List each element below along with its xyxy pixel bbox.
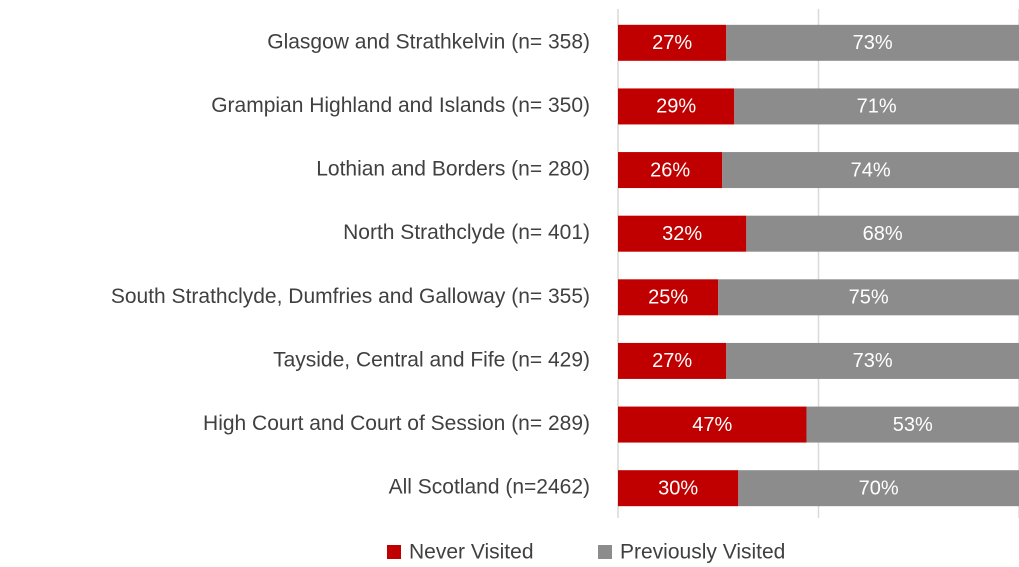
bar-segment	[806, 406, 1019, 443]
legend-label: Never Visited	[409, 541, 534, 564]
bar-segment	[618, 470, 739, 507]
y-tick-label: Glasgow and Strathkelvin (n= 358)	[267, 30, 590, 53]
legend-swatch	[387, 545, 401, 559]
legend-label: Previously Visited	[620, 541, 785, 564]
y-tick-label: All Scotland (n=2462)	[389, 476, 590, 499]
value-label: 32%	[662, 223, 702, 245]
value-label: 25%	[648, 287, 688, 309]
bar-segment	[726, 342, 1019, 379]
value-label: 47%	[692, 414, 732, 436]
bar-segment	[618, 152, 723, 189]
bar-segment	[718, 279, 1019, 316]
bar-segment	[618, 215, 747, 252]
value-label: 29%	[656, 96, 696, 118]
value-label: 73%	[853, 350, 893, 372]
bar-segment	[726, 24, 1019, 61]
value-label: 27%	[652, 350, 692, 372]
bar-segment	[734, 88, 1019, 125]
y-tick-label: South Strathclyde, Dumfries and Galloway…	[111, 285, 590, 308]
bar-segment	[618, 88, 735, 125]
value-label: 27%	[652, 32, 692, 54]
value-label: 75%	[849, 287, 889, 309]
value-label: 73%	[853, 32, 893, 54]
y-tick-label: Grampian Highland and Islands (n= 350)	[211, 94, 590, 117]
y-tick-label: North Strathclyde (n= 401)	[343, 221, 590, 244]
value-label: 30%	[658, 477, 698, 499]
bar-segment	[618, 279, 719, 316]
bar-segment	[618, 406, 807, 443]
value-label: 26%	[650, 159, 690, 181]
y-tick-label: Tayside, Central and Fife (n= 429)	[273, 348, 590, 371]
value-label: 70%	[859, 477, 899, 499]
bar-segment	[746, 215, 1019, 252]
y-tick-label: High Court and Court of Session (n= 289)	[203, 412, 590, 435]
value-label: 53%	[893, 414, 933, 436]
bar-segment	[618, 24, 727, 61]
bar-segment	[738, 470, 1019, 507]
value-label: 74%	[851, 159, 891, 181]
legend-swatch	[598, 545, 612, 559]
bar-segment	[722, 152, 1019, 189]
y-tick-label: Lothian and Borders (n= 280)	[316, 158, 590, 181]
value-label: 68%	[863, 223, 903, 245]
bar-segment	[618, 342, 727, 379]
value-label: 71%	[857, 96, 897, 118]
